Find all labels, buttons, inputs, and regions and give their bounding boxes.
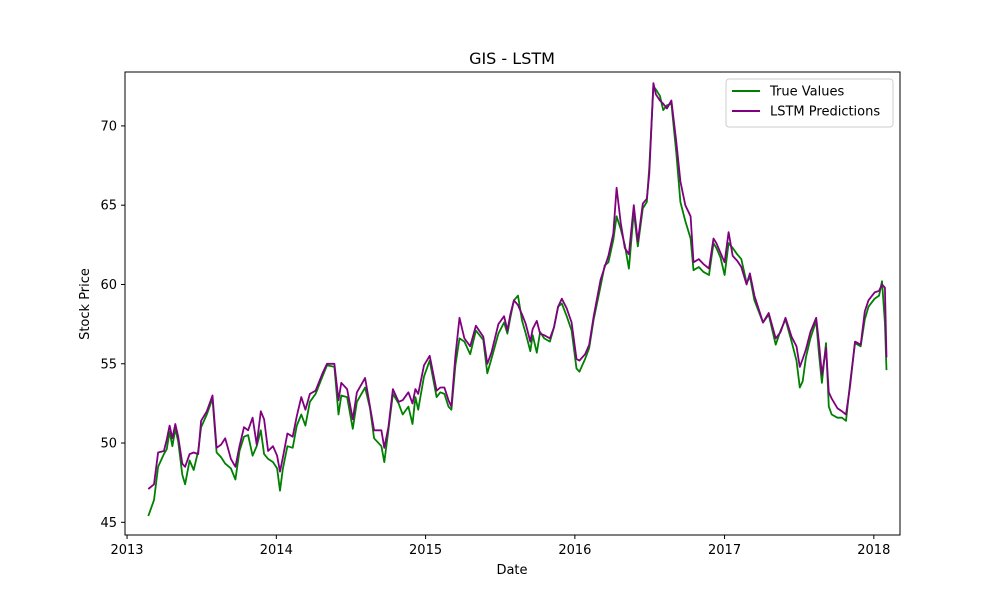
x-axis-title: Date bbox=[496, 563, 527, 578]
y-tick-label: 55 bbox=[100, 357, 117, 372]
legend: True Values LSTM Predictions bbox=[725, 78, 894, 128]
x-tick-label: 2018 bbox=[857, 543, 890, 558]
y-tick-label: 60 bbox=[100, 278, 117, 293]
legend-box bbox=[725, 78, 894, 128]
plot-area bbox=[124, 71, 901, 536]
y-tick-label: 50 bbox=[100, 437, 117, 452]
legend-label-lstm-predictions: LSTM Predictions bbox=[770, 105, 880, 120]
series-layer bbox=[147, 82, 888, 517]
x-tick-label: 2016 bbox=[558, 543, 591, 558]
y-tick-label: 65 bbox=[100, 199, 117, 214]
y-axis: 45 50 55 60 65 70 bbox=[100, 119, 125, 531]
true-values-line bbox=[147, 85, 888, 517]
y-tick-label: 45 bbox=[100, 516, 117, 531]
x-tick-label: 2017 bbox=[708, 543, 741, 558]
x-tick-label: 2015 bbox=[409, 543, 442, 558]
legend-label-true-values: True Values bbox=[769, 85, 844, 100]
chart-title: GIS - LSTM bbox=[469, 49, 555, 68]
x-axis: 2013 2014 2015 2016 2017 2018 bbox=[110, 535, 890, 558]
y-tick-label: 70 bbox=[100, 119, 117, 134]
y-axis-title: Stock Price bbox=[78, 268, 93, 340]
x-tick-label: 2014 bbox=[260, 543, 293, 558]
x-tick-label: 2013 bbox=[110, 543, 143, 558]
lstm-predictions-line bbox=[147, 82, 888, 490]
axes-frame bbox=[124, 71, 901, 536]
